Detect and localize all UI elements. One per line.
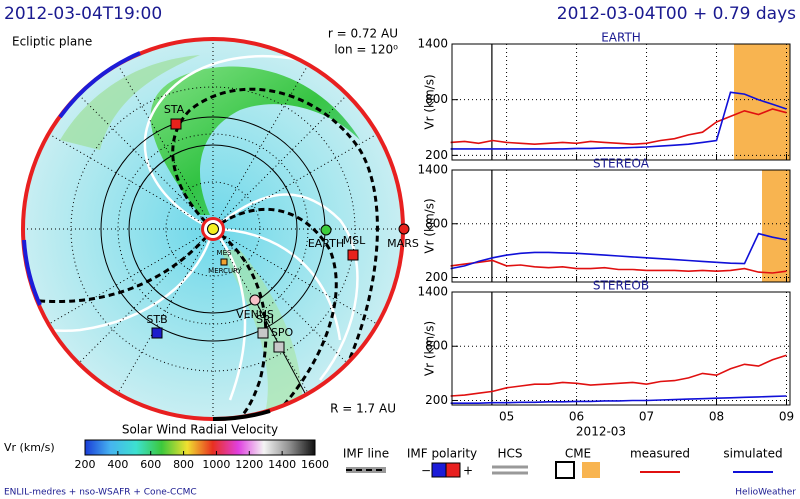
body-marker bbox=[249, 294, 261, 306]
body-marker bbox=[170, 118, 182, 130]
series-line bbox=[450, 91, 787, 150]
tick-label: 1000 bbox=[202, 458, 230, 471]
legend-swatch bbox=[431, 462, 447, 478]
y-tick-label: 200 bbox=[425, 270, 448, 284]
legend-label: CME bbox=[565, 447, 591, 461]
body-marker bbox=[320, 224, 332, 236]
body-marker bbox=[151, 327, 163, 339]
legend-label: IMF line bbox=[343, 447, 389, 461]
tick-label: 1400 bbox=[268, 458, 296, 471]
body-label: EARTH bbox=[308, 237, 344, 250]
y-tick-label: 200 bbox=[425, 148, 448, 162]
body-marker bbox=[257, 327, 269, 339]
legend: IMF line IMF polarity − + HCS CME measur… bbox=[343, 447, 783, 479]
legend-label: IMF polarity bbox=[407, 447, 477, 461]
body-marker bbox=[398, 223, 410, 235]
body-label: MERCURY bbox=[208, 267, 242, 275]
plot-frame bbox=[451, 291, 791, 406]
legend-swatch bbox=[445, 462, 461, 478]
x-tick-label: 07 bbox=[639, 410, 654, 424]
x-tick-label: 05 bbox=[499, 410, 514, 424]
tick-label: 200 bbox=[75, 458, 96, 471]
body-label: MARS bbox=[387, 237, 419, 250]
x-tick-label: 06 bbox=[569, 410, 584, 424]
y-tick-label: 800 bbox=[425, 92, 448, 106]
y-axis-label: Vr (km/s) bbox=[423, 321, 437, 376]
sun bbox=[207, 223, 219, 235]
legend-label: − bbox=[421, 464, 431, 478]
series-line bbox=[450, 232, 787, 270]
series-line bbox=[450, 108, 787, 146]
legend-label: measured bbox=[630, 447, 690, 461]
y-axis-label: Vr (km/s) bbox=[423, 74, 437, 129]
x-tick-label: 08 bbox=[709, 410, 724, 424]
footer: ENLIL-medres + nso-WSAFR + Cone-CCMC bbox=[4, 488, 197, 498]
y-tick-label: 1400 bbox=[417, 285, 448, 299]
solar-wind bbox=[23, 39, 403, 419]
x-tick-label: 09 bbox=[779, 410, 794, 424]
annotation: lon = 120⁰ bbox=[334, 43, 398, 57]
panel-title: STEREOB bbox=[593, 279, 649, 293]
y-tick-label: 1400 bbox=[417, 37, 448, 51]
plot-area bbox=[452, 292, 790, 405]
polar-map bbox=[21, 37, 405, 422]
plot-area bbox=[452, 44, 790, 160]
tick-label: 1200 bbox=[235, 458, 263, 471]
y-tick-label: 1400 bbox=[417, 163, 448, 177]
body-marker bbox=[347, 249, 359, 261]
y-tick-label: 200 bbox=[425, 393, 448, 407]
legend-label: + bbox=[463, 464, 473, 478]
body-label: SRI bbox=[256, 313, 274, 326]
cme-interval bbox=[762, 170, 790, 282]
y-axis-label: Vr (km/s) bbox=[423, 198, 437, 253]
cme-interval bbox=[734, 44, 790, 160]
series-line bbox=[450, 395, 787, 404]
body-label: VENUS bbox=[236, 308, 274, 321]
y-tick-label: 800 bbox=[425, 339, 448, 353]
body-marker bbox=[220, 258, 228, 266]
annotation: R = 1.7 AU bbox=[330, 402, 396, 416]
legend-label: HCS bbox=[497, 447, 522, 461]
x-axis-label: 2012-03 bbox=[576, 425, 626, 439]
body-label: SPO bbox=[271, 326, 294, 339]
body-label: STA bbox=[164, 103, 185, 116]
footer: HelioWeather bbox=[735, 488, 796, 498]
map-subtitle: Ecliptic plane bbox=[12, 35, 92, 49]
plot-frame bbox=[451, 169, 791, 283]
body-label: MSL bbox=[343, 234, 366, 247]
colorbar bbox=[84, 439, 316, 456]
legend-swatch bbox=[555, 461, 575, 479]
series-line bbox=[450, 259, 787, 274]
series-line bbox=[450, 354, 787, 397]
plot-frame bbox=[451, 43, 791, 161]
legend-swatch bbox=[582, 462, 600, 478]
map-title: 2012-03-04T19:00 bbox=[4, 4, 162, 24]
panel-title: STEREOA bbox=[593, 157, 650, 171]
colorbar-label: Vr (km/s) bbox=[4, 441, 55, 454]
body-label: MES bbox=[217, 249, 232, 257]
tick-label: 400 bbox=[107, 458, 128, 471]
colorbar-title: Solar Wind Radial Velocity bbox=[122, 423, 278, 437]
annotation: r = 0.72 AU bbox=[328, 27, 398, 41]
body-label: STB bbox=[146, 313, 167, 326]
timeseries-title: 2012-03-04T00 + 0.79 days bbox=[557, 4, 796, 24]
y-tick-label: 800 bbox=[425, 216, 448, 230]
tick-label: 1600 bbox=[301, 458, 329, 471]
panel-title: EARTH bbox=[601, 31, 641, 45]
tick-label: 800 bbox=[173, 458, 194, 471]
tick-label: 600 bbox=[140, 458, 161, 471]
body-marker bbox=[273, 341, 285, 353]
legend-label: simulated bbox=[723, 447, 782, 461]
